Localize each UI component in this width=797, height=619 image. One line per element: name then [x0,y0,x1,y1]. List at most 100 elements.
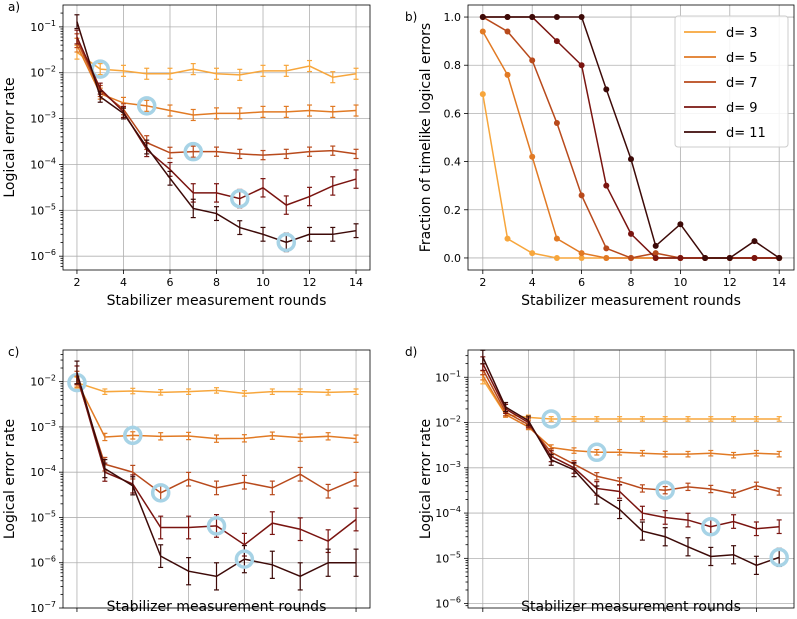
highlight-circle [541,409,561,429]
series-3 [480,363,782,500]
series-line [482,356,780,567]
y-tick-label: 0.8 [444,59,462,72]
y-tick-label: 10−3 [30,111,56,126]
x-tick-label: 2 [73,276,80,289]
x-tick-label: 6 [166,276,173,289]
y-axis-label: Fraction of timelike logical errors [418,23,434,252]
data-point [603,245,610,252]
data-point [529,250,536,257]
x-tick-label: 4 [529,276,536,289]
legend-box [674,15,789,148]
y-axis-label: Logical error rate [2,419,18,539]
y-tick-label: 10−4 [30,464,56,479]
highlight-circle [206,516,227,536]
plot-frame [467,349,795,609]
data-point [578,250,585,257]
panel-a: 2 4 6 8 10 12 14 10−6 10−5 10−4 10−3 10−2 10−1 Stabil… [2,0,371,309]
data-point [628,156,634,163]
data-point [529,14,536,21]
y-tick-label: 0.0 [444,252,462,265]
plot-frame [62,4,371,271]
data-point [504,235,511,242]
data-point [479,91,486,98]
data-point [603,254,610,261]
highlight-circle [150,483,171,503]
highlight-circle [136,96,157,116]
y-tick-label: 10−2 [30,65,56,80]
x-tick-label: 6 [578,276,585,289]
panel-label: a) [8,0,20,14]
x-tick-label: 14 [349,276,363,289]
data-point [553,38,560,45]
data-point [479,14,486,21]
y-axis-label: Logical error rate [418,419,434,539]
data-point [553,120,560,127]
x-tick-label: 12 [303,276,317,289]
data-point [603,182,610,189]
data-point [479,28,486,35]
series-line [482,368,780,495]
data-point [628,230,634,237]
highlight-circle [655,480,675,500]
series-line [76,372,357,578]
y-axis-label: Logical error rate [2,77,18,197]
y-tick-label: 10−4 [435,505,461,520]
y-tick-label: 10−1 [435,369,461,384]
panel-c: 2468101210−710−610−510−410−310−2Stabiliz… [2,345,371,619]
data-point [603,86,610,93]
series-2 [74,375,359,446]
series-line [482,378,780,420]
data-point [578,254,585,261]
series-1 [67,372,359,397]
data-point [504,71,511,78]
highlight-circle [230,188,250,209]
plot-frame [467,4,795,271]
data-point [553,235,560,242]
data-point [529,57,536,64]
data-point [553,254,560,261]
y-tick-label: 10−6 [435,596,461,611]
y-tick-label: 10−6 [30,555,56,570]
data-point [504,28,511,35]
legend-label: d= 7 [726,76,758,91]
x-tick-label: 10 [673,276,687,289]
y-tick-label: 10−1 [30,19,56,34]
series-4 [480,356,782,537]
data-point [776,254,783,261]
y-tick-label: 10−4 [30,156,56,171]
legend: d= 3 d= 5 d= 7 d= 9 d= 11 [674,15,789,148]
highlight-circle [769,547,789,568]
y-tick-label: 10−3 [435,460,461,475]
data-point [578,62,585,69]
highlight-circle [276,232,297,253]
x-axis-label: Stabilizer measurement rounds [521,599,741,614]
series-5 [74,14,359,253]
y-tick-label: 10−6 [30,248,56,263]
y-tick-label: 0.6 [444,107,462,120]
panel-label: d) [405,345,417,359]
data-point [751,254,758,261]
legend-label: d= 5 [726,51,758,66]
y-tick-label: 10−5 [435,550,461,565]
x-tick-label: 8 [628,276,635,289]
y-tick-label: 10−5 [30,202,56,217]
data-point [529,153,536,160]
highlight-circle [234,549,255,569]
series-4 [74,365,359,557]
y-tick-label: 10−5 [30,509,56,524]
y-tick-label: 10−7 [30,600,56,614]
series-2 [480,370,782,463]
y-tick-label: 10−3 [30,419,56,434]
y-tick-label: 10−2 [435,415,461,430]
panel-d: 246810121410−610−510−410−310−210−1Stabil… [405,345,795,619]
data-point [652,250,659,257]
x-tick-label: 8 [213,276,220,289]
x-tick-label: 4 [120,276,127,289]
data-point [628,254,634,261]
data-point [578,192,585,199]
series-line [482,363,780,530]
highlight-circle [183,141,203,162]
y-tick-label: 0.4 [444,156,462,169]
